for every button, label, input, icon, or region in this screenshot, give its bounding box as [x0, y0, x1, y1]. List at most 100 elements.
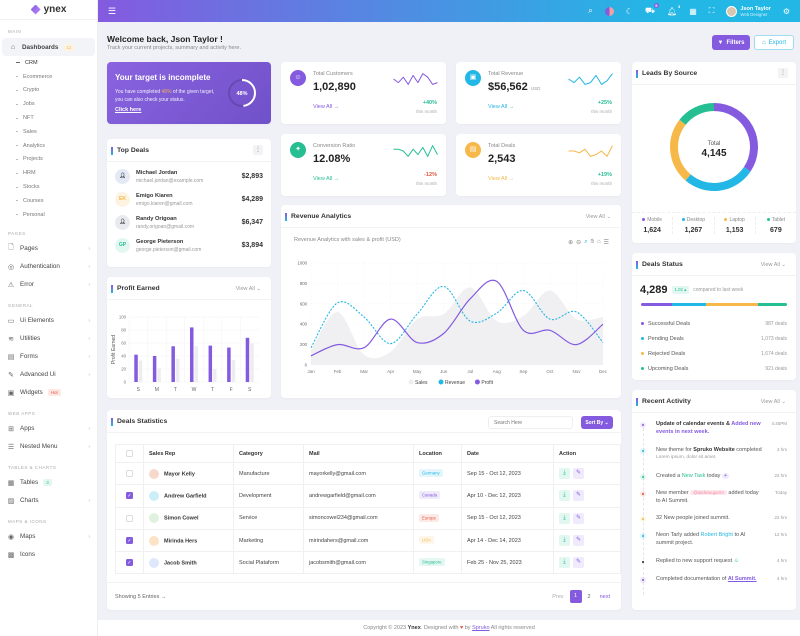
view-all-link[interactable]: View All →	[313, 176, 340, 182]
activity-item: New member @andrew.gurrm added today to …	[632, 489, 796, 505]
view-all-link[interactable]: View All →	[488, 104, 515, 110]
sidebar-subitem-projects[interactable]: Projects	[0, 153, 97, 167]
deal-item[interactable]: 👤︎ Michael Jordan michael.jordan@example.c…	[107, 165, 271, 188]
deals-total: 4,289	[640, 284, 668, 296]
apps-grid-icon[interactable]: ▦	[689, 6, 697, 16]
sidebar-item-error[interactable]: ⚠︎ Error ›	[7, 281, 90, 289]
sidebar-subitem-courses[interactable]: Courses	[0, 194, 97, 208]
sidebar-item-widgets[interactable]: ▣ Widgets Hot	[0, 384, 97, 402]
sidebar-item-dashboards[interactable]: ⌂ Dashboards 12	[2, 38, 95, 56]
sidebar-subitem-crm[interactable]: CRM	[0, 56, 97, 70]
view-all-dropdown[interactable]: View All ⌄	[760, 262, 786, 268]
click-here-link[interactable]: Click here	[115, 107, 142, 113]
edit-button[interactable]: ✎	[573, 490, 584, 502]
edit-button[interactable]: ✎	[573, 512, 584, 524]
download-button[interactable]: ⤓	[559, 512, 570, 524]
sidebar-item-authentication[interactable]: ◎ Authentication ›	[7, 263, 90, 271]
reset-home-icon[interactable]: ⌂	[596, 239, 601, 245]
sidebar-item-forms[interactable]: ▤ Forms ›	[7, 353, 90, 361]
zoom-select-icon[interactable]: ⌕	[584, 239, 588, 245]
menu-toggle-icon[interactable]: ☰	[108, 5, 117, 16]
page-2-button[interactable]: 2	[587, 593, 591, 600]
download-button[interactable]: ⤓	[559, 557, 570, 569]
view-all-dropdown[interactable]: View All ⌄	[585, 214, 611, 220]
view-all-dropdown[interactable]: View All ⌄	[235, 286, 261, 292]
sidebar-item-icons[interactable]: ▩ Icons	[7, 551, 36, 559]
next-page-button[interactable]: next	[599, 593, 610, 600]
edit-button[interactable]: ✎	[573, 468, 584, 480]
legend-marker	[408, 379, 414, 385]
download-button[interactable]: ⤓	[559, 535, 570, 547]
bell-icon[interactable]: 🔔︎ 3	[667, 3, 681, 16]
sort-by-button[interactable]: Sort By ⌄	[581, 416, 613, 429]
view-all-dropdown[interactable]: View All ⌄	[760, 399, 786, 405]
user-profile[interactable]: Json Taylor Web Designer	[726, 5, 771, 17]
sidebar-item-maps[interactable]: ◉ Maps ›	[7, 533, 90, 541]
sidebar-subitem-crypto[interactable]: Crypto	[0, 84, 97, 98]
sidebar-subitem-personal[interactable]: Personal	[0, 208, 97, 222]
view-all-link[interactable]: View All →	[488, 176, 515, 182]
spruko-link[interactable]: Spruko	[472, 625, 490, 631]
series-sales-area	[311, 287, 603, 365]
sidebar-item-charts[interactable]: ▨ Charts ›	[7, 497, 90, 505]
column-header: Category	[233, 444, 304, 463]
view-all-link[interactable]: View All →	[313, 104, 340, 110]
deal-item[interactable]: 👤︎ Randy Origoan randy.origoan@gmail.com $6…	[107, 211, 271, 234]
sidebar-subitem-ecommerce[interactable]: Ecommerce	[0, 70, 97, 84]
search-icon[interactable]: ⌕	[588, 6, 593, 15]
download-button[interactable]: ⤓	[559, 490, 570, 502]
x-tick-label: T	[211, 387, 214, 393]
add-icon[interactable]: +	[722, 473, 729, 479]
deal-item[interactable]: EK Emigo Kiaren emigo.kiaren@gmail.com $4,2…	[107, 188, 271, 211]
sidebar-item-nested-menu[interactable]: ☰ Nested Menu ›	[7, 443, 90, 451]
chevron-right-icon: ›	[88, 371, 90, 378]
row-checkbox[interactable]	[126, 470, 133, 478]
zoom-in-icon[interactable]: ⊕	[568, 240, 574, 246]
sidebar-subitem-hrm[interactable]: HRM	[0, 166, 97, 180]
row-checkbox[interactable]: ✓	[126, 537, 133, 545]
moon-icon[interactable]: ☾	[625, 6, 633, 16]
deal-item[interactable]: GP George Pieterson george.pieterson@gmail…	[107, 234, 271, 257]
row-checkbox[interactable]: ✓	[126, 559, 133, 567]
sidebar-item-pages[interactable]: 🗋︎ Pages ›	[8, 244, 90, 253]
sidebar-subitem-analytics[interactable]: Analytics	[0, 139, 97, 153]
zoom-out-icon[interactable]: ⊖	[576, 240, 582, 246]
sidebar-item-ui-elements[interactable]: ▭ Ui Elements ›	[7, 317, 90, 325]
sidebar-item-tables[interactable]: ▦ Tables 3	[0, 474, 97, 492]
prev-page-button[interactable]: Prev	[552, 593, 564, 600]
sidebar-subitem-sales[interactable]: Sales	[0, 125, 97, 139]
recent-activity-card: Recent Activity View All ⌄ Update of cal…	[632, 390, 796, 610]
filters-button[interactable]: ▼ Filters	[712, 35, 750, 50]
export-button[interactable]: ⌂ Export	[754, 35, 794, 50]
edit-button[interactable]: ✎	[573, 557, 584, 569]
search-input[interactable]	[488, 416, 573, 429]
pan-hand-icon[interactable]: ✋︎	[590, 239, 594, 245]
sidebar-subitem-nft[interactable]: NFT	[0, 111, 97, 125]
settings-gear-icon[interactable]: ⚙	[782, 6, 790, 16]
chart-menu-icon[interactable]: ☰	[603, 240, 609, 246]
stat-card-total-deals: ▤ Total Deals 2,543 View All → +19% this…	[456, 134, 621, 196]
row-checkbox[interactable]	[126, 514, 133, 522]
legend-label-sales: Sales	[415, 380, 428, 386]
language-flag-icon[interactable]	[604, 6, 614, 16]
bar	[175, 358, 180, 382]
edit-button[interactable]: ✎	[573, 535, 584, 547]
page-1-button[interactable]: 1	[569, 590, 582, 603]
sidebar-subitem-stocks[interactable]: Stocks	[0, 180, 97, 194]
target-card: Your target is incomplete You have compl…	[107, 62, 271, 124]
cart-icon[interactable]: ⛟ 5	[644, 3, 660, 15]
more-options-button[interactable]: ⋮	[253, 145, 263, 155]
row-checkbox[interactable]: ✓	[126, 492, 133, 500]
avatar: EK	[115, 192, 130, 207]
fullscreen-icon[interactable]: ⛶	[708, 6, 715, 15]
sidebar-item-apps[interactable]: ⊞ Apps ›	[8, 425, 90, 433]
palette-icon: ✎	[8, 371, 14, 379]
download-button[interactable]: ⤓	[559, 468, 570, 480]
logo[interactable]: ynex	[0, 0, 97, 20]
more-options-button[interactable]: ⋮	[778, 68, 788, 78]
sidebar-subitem-jobs[interactable]: Jobs	[0, 97, 97, 111]
sidebar-item-utilities[interactable]: ≋ Utilities ›	[8, 335, 90, 343]
select-all-checkbox[interactable]	[126, 450, 133, 457]
sidebar-item-advanced-ui[interactable]: ✎ Advanced Ui ›	[8, 371, 90, 379]
